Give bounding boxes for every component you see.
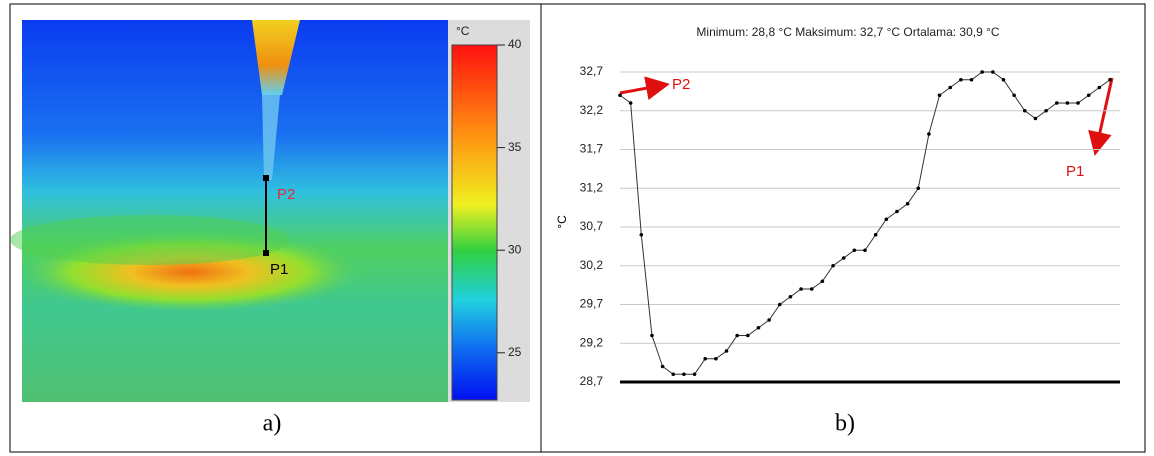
point: [746, 333, 750, 338]
point: [937, 93, 942, 98]
point: [788, 294, 793, 299]
point: [660, 364, 665, 369]
colorbar-tick-label: 25: [508, 345, 522, 359]
annotation: P1: [1066, 163, 1084, 180]
point: [628, 101, 633, 105]
annotation: P1: [270, 261, 288, 278]
point: [809, 287, 814, 291]
colorbar-tick-label: 40: [508, 37, 522, 51]
point: [639, 232, 644, 237]
point: [1054, 101, 1059, 105]
point: [969, 77, 974, 82]
caption: b): [835, 411, 855, 437]
point: [756, 325, 761, 330]
point: [873, 232, 878, 237]
point: [905, 201, 910, 206]
point: [1086, 93, 1091, 98]
point: [692, 372, 697, 377]
point: [799, 287, 803, 291]
caption: a): [263, 411, 282, 437]
point: [1012, 93, 1016, 98]
y-tick-label: 29,2: [580, 335, 604, 349]
y-tick-label: 30,7: [580, 219, 604, 233]
frame: [9, 3, 1146, 453]
line-chart: Minimum: 28,8 °C Maksimum: 32,7 °C Ortal…: [555, 25, 1120, 437]
colorbar-tick-label: 30: [508, 242, 522, 256]
point: [1097, 85, 1102, 90]
y-axis-label: °C: [555, 215, 569, 229]
chart-title: Minimum: 28,8 °C Maksimum: 32,7 °C Ortal…: [696, 25, 999, 39]
y-tick-label: 32,2: [580, 103, 604, 117]
y-tick-label: 30,2: [580, 258, 604, 272]
point: [863, 248, 867, 253]
point: [1022, 108, 1027, 113]
thermal-image: °C P2 P1 a) 25 30 35 40: [10, 20, 530, 437]
point: [1044, 108, 1048, 113]
point: [980, 70, 984, 74]
point: [1001, 77, 1006, 82]
point: [767, 318, 771, 322]
point: [841, 256, 846, 260]
point: [724, 349, 729, 353]
point: [650, 333, 654, 338]
y-tick-label: 31,7: [580, 142, 604, 156]
colorbar-unit: °C: [456, 24, 470, 38]
annotation: P2: [672, 76, 690, 93]
point: [916, 186, 921, 191]
y-tick-label: 28,7: [580, 374, 604, 388]
point: [1065, 101, 1070, 105]
y-tick-label: 31,2: [580, 180, 604, 194]
point: [1108, 77, 1112, 82]
colorbar-tick-label: 35: [508, 140, 522, 154]
point: [777, 302, 782, 307]
point: [703, 356, 708, 361]
point: [927, 132, 931, 136]
point: [671, 372, 676, 377]
point: [1076, 101, 1080, 105]
point: [991, 70, 995, 74]
point: [682, 372, 686, 377]
point: [820, 279, 825, 284]
point: [831, 263, 835, 268]
point: [852, 248, 857, 253]
point: [618, 93, 622, 98]
y-tick-label: 29,7: [580, 297, 604, 311]
point: [884, 217, 889, 222]
point: [948, 85, 953, 90]
annotation: P2: [277, 186, 295, 203]
y-tick-label: 32,7: [580, 64, 604, 78]
point: [1033, 116, 1038, 121]
point: [735, 333, 739, 338]
point: [895, 209, 899, 214]
point: [959, 77, 963, 82]
point: [714, 356, 718, 361]
